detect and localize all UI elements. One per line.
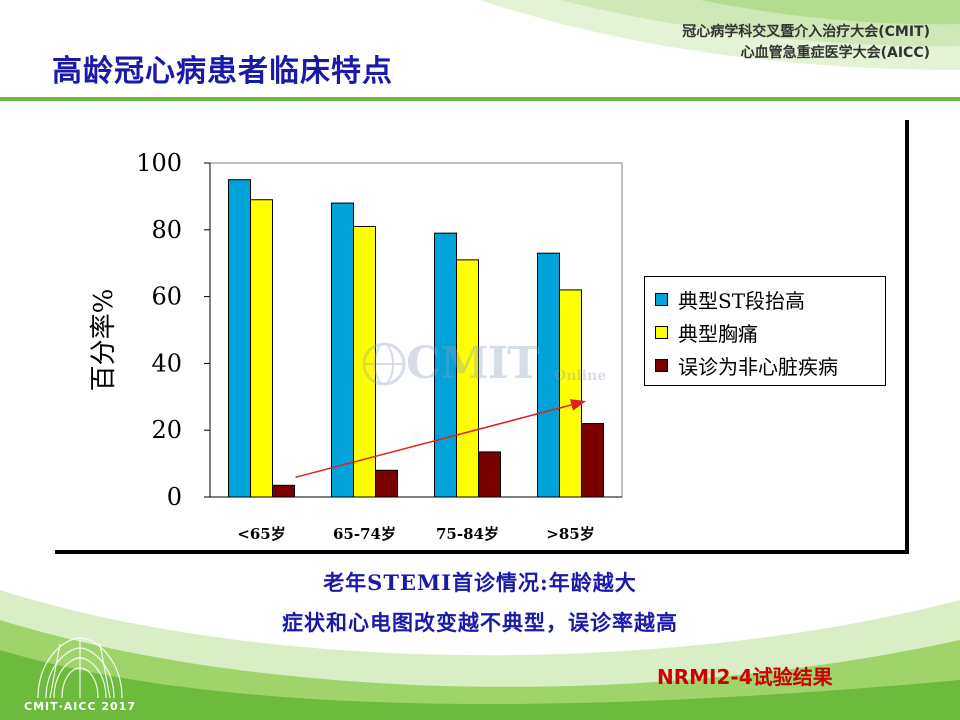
conference-line-1: 冠心病学科交叉暨介入治疗大会(CMIT) [682, 24, 930, 40]
plot-area: 0 20 40 60 80 100 百分率% <65岁 65-74岁 75-84岁 >85岁 [89, 149, 623, 543]
conference-header: 冠心病学科交叉暨介入治疗大会(CMIT) 心血管急重症医学大会(AICC) [682, 22, 930, 64]
bar [228, 179, 251, 498]
bar [478, 451, 501, 498]
legend-label: 误诊为非心脏疾病 [678, 354, 838, 379]
top-decoration [480, 0, 960, 70]
y-tick-label: 40 [151, 349, 182, 377]
slide-title: 高龄冠心病患者临床特点 [52, 54, 393, 89]
x-tick-label: <65岁 [237, 525, 285, 543]
chart-frame: 0 20 40 60 80 100 百分率% <65岁 65-74岁 75-84岁 >85岁 [55, 120, 909, 554]
legend-label: 典型胸痛 [678, 321, 758, 346]
bar [559, 289, 582, 498]
x-tick-label: 75-84岁 [436, 525, 499, 543]
bar [250, 199, 273, 498]
legend-swatch [655, 358, 668, 372]
chart-legend: 典型ST段抬高 典型胸痛 误诊为非心脏疾病 [644, 276, 886, 386]
conference-line-2: 心血管急重症医学大会(AICC) [740, 45, 930, 61]
y-tick-label: 80 [151, 216, 182, 244]
x-tick-label: >85岁 [546, 525, 594, 543]
bar [581, 423, 604, 498]
y-axis-label: 百分率% [89, 289, 119, 392]
y-tick-label: 0 [167, 483, 182, 511]
globe-icon [362, 342, 406, 386]
logo-text: CMIT·AICC 2017 [24, 700, 136, 713]
bar-chart: 0 20 40 60 80 100 百分率% <65岁 65-74岁 75-84岁 >85岁 [89, 149, 623, 543]
bar [331, 202, 354, 498]
bar [272, 484, 295, 498]
bar [353, 225, 376, 498]
source-note: NRMI2-4试验结果 [657, 665, 833, 689]
watermark-text: CMIT [406, 338, 540, 389]
y-tick-label: 20 [151, 416, 182, 444]
y-tick-label: 100 [136, 149, 182, 177]
title-divider [0, 97, 960, 101]
cmit-watermark: CMIT Online [362, 338, 622, 390]
cmit-aicc-logo [37, 637, 123, 699]
bar [375, 469, 398, 498]
legend-item-misdiagnosis: 误诊为非心脏疾病 [655, 351, 838, 379]
caption-line-1: 老年STEMI首诊情况:年龄越大 [323, 570, 637, 595]
watermark-subtext: Online [554, 368, 607, 384]
x-tick-label: 65-74岁 [333, 525, 396, 543]
y-tick-label: 60 [151, 283, 182, 311]
bottom-decoration [0, 590, 960, 720]
legend-label: 典型ST段抬高 [678, 288, 806, 313]
legend-swatch [655, 325, 668, 339]
legend-swatch [655, 292, 668, 306]
legend-item-typical-st: 典型ST段抬高 [655, 285, 805, 313]
caption-line-2: 症状和心电图改变越不典型，误诊率越高 [282, 610, 678, 635]
legend-item-typical-chest-pain: 典型胸痛 [655, 318, 758, 346]
bar [456, 259, 479, 498]
trend-arrow [295, 399, 586, 479]
